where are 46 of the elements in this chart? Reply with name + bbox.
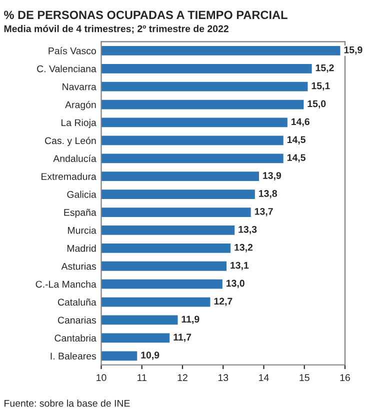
data-label: 13,3 bbox=[238, 226, 257, 234]
x-tick-label: 10 bbox=[96, 374, 106, 382]
data-label: 14,5 bbox=[287, 136, 306, 144]
data-label: 11,7 bbox=[174, 334, 192, 342]
y-tick-label: Extremadura bbox=[42, 172, 96, 180]
y-tick-label: Cas. y León bbox=[45, 136, 96, 146]
data-label: 13,1 bbox=[230, 262, 249, 270]
y-tick-label: Andalucía bbox=[53, 154, 96, 162]
data-label: 15,1 bbox=[312, 82, 330, 91]
data-label: 13,7 bbox=[254, 208, 273, 216]
source-note: Fuente: sobre la base de INE bbox=[4, 400, 130, 407]
x-tick-label: 14 bbox=[259, 374, 269, 381]
x-tick-label: 11 bbox=[138, 374, 146, 381]
y-tick-label: País Vasco bbox=[48, 47, 96, 54]
data-label: 14,5 bbox=[287, 154, 306, 162]
y-tick-label: Cantabria bbox=[54, 334, 96, 342]
y-tick-label: Cataluña bbox=[58, 298, 96, 306]
y-tick-label: Navarra bbox=[62, 83, 96, 90]
x-tick-label: 15 bbox=[300, 374, 310, 382]
chart-title: % DE PERSONAS OCUPADAS A TIEMPO PARCIAL bbox=[4, 10, 288, 20]
y-tick-label: Aragón bbox=[65, 100, 96, 110]
y-tick-label: Galicia bbox=[67, 190, 96, 198]
data-label: 15,9 bbox=[344, 46, 362, 55]
data-label: 13,2 bbox=[234, 244, 253, 252]
y-tick-label: C.-La Mancha bbox=[36, 280, 96, 288]
data-label: 13,9 bbox=[263, 172, 282, 180]
x-tick-label: 12 bbox=[178, 374, 188, 381]
x-tick-label: 16 bbox=[340, 374, 350, 382]
data-label: 11,9 bbox=[182, 316, 200, 324]
chart-subtitle: Media móvil de 4 trimestres; 2º trimestre de 2022 bbox=[4, 24, 228, 34]
x-tick-label: 13 bbox=[218, 374, 228, 382]
data-label: 14,6 bbox=[292, 118, 310, 127]
y-tick-label: España bbox=[64, 208, 96, 218]
y-tick-label: La Rioja bbox=[62, 118, 96, 128]
y-tick-label: I. Baleares bbox=[50, 352, 96, 360]
y-tick-label: Canarias bbox=[58, 316, 96, 324]
data-label: 15,2 bbox=[316, 64, 334, 73]
data-label: 13,8 bbox=[259, 190, 278, 198]
y-tick-label: Murcia bbox=[68, 226, 96, 234]
y-tick-label: Asturias bbox=[61, 262, 96, 270]
y-tick-label: Madrid bbox=[67, 244, 96, 252]
data-label: 13,0 bbox=[226, 280, 244, 288]
data-label: 10,9 bbox=[141, 352, 160, 360]
data-label: 12,7 bbox=[214, 298, 232, 306]
y-tick-label: C. Valenciana bbox=[37, 65, 96, 72]
data-label: 15,0 bbox=[308, 100, 326, 109]
